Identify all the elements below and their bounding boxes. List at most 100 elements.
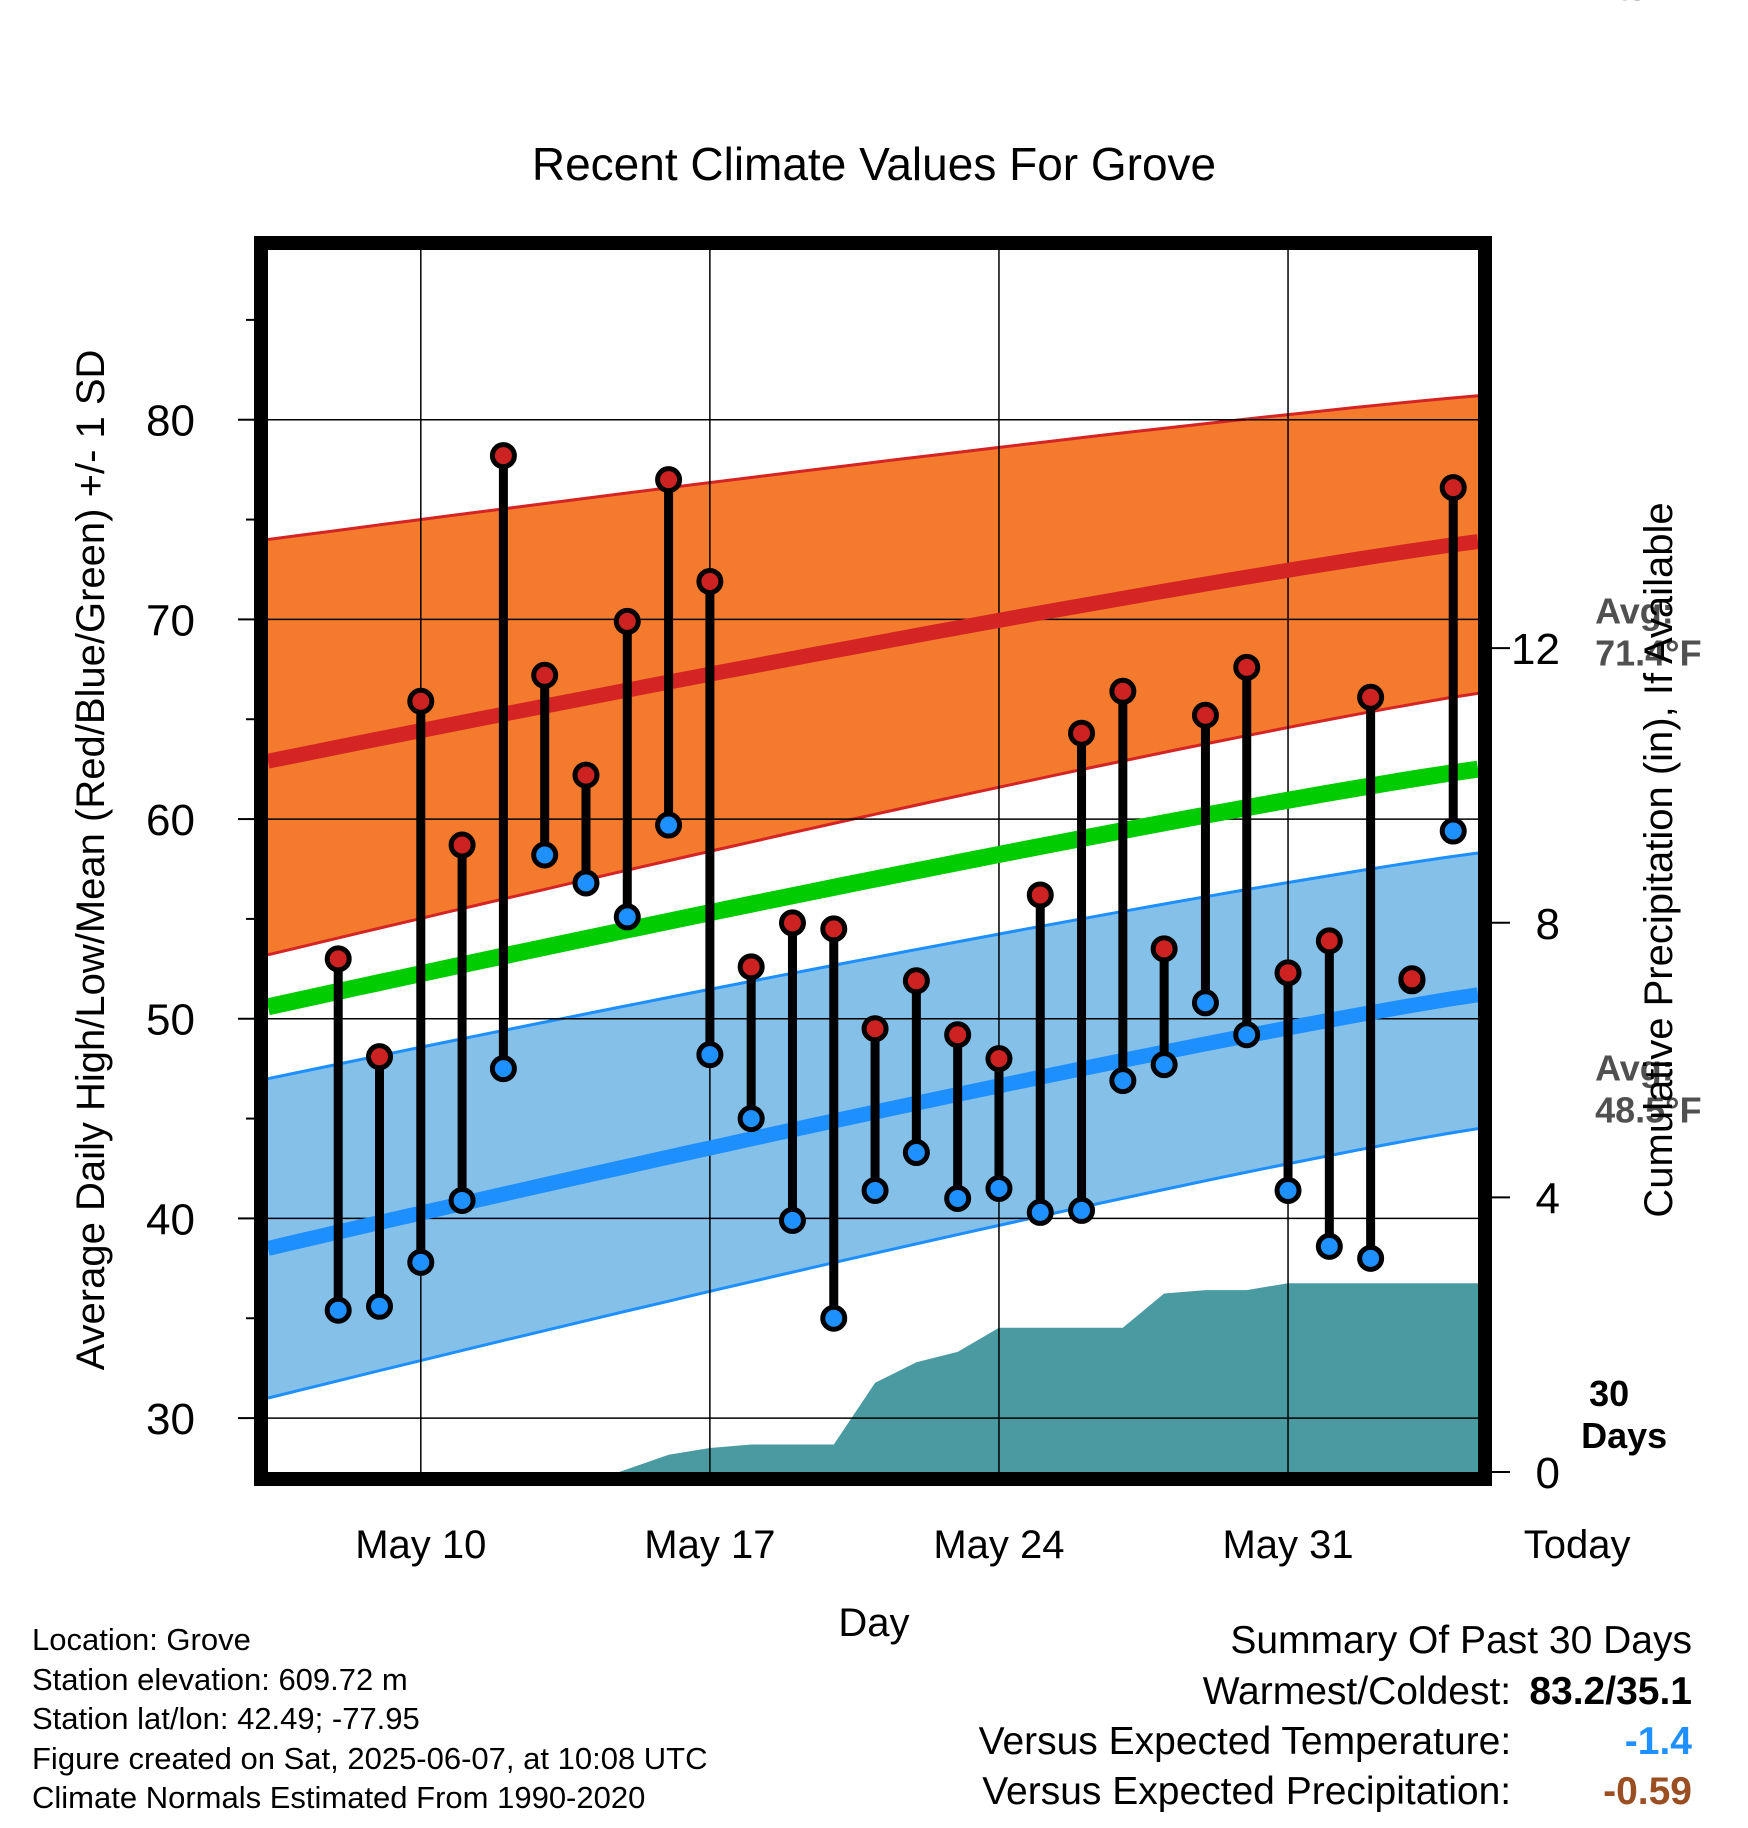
summary-precip: Versus Expected Precipitation: -0.59 — [979, 1767, 1692, 1817]
daily-high-point — [1026, 881, 1054, 909]
y-tick-label: 60 — [146, 796, 195, 845]
daily-high-point — [944, 1021, 972, 1049]
daily-low-point — [1525, 784, 1547, 806]
daily-high-point — [489, 442, 517, 470]
plot-area — [268, 250, 1591, 1472]
daily-high-point — [572, 761, 600, 789]
x-tick-label: Today — [1524, 1523, 1631, 1567]
daily-high-point — [902, 967, 930, 995]
daily-low-point — [489, 1055, 517, 1083]
daily-low-point — [1026, 1198, 1054, 1226]
summary-warm-cold-label: Warmest/Coldest: — [1202, 1670, 1512, 1713]
y-tick-label: 30 — [146, 1395, 195, 1444]
daily-high-point — [737, 953, 765, 981]
daily-high-point — [448, 831, 476, 859]
daily-low-point — [1233, 1021, 1261, 1049]
high-avg-marker — [1563, 577, 1591, 605]
daily-low-point — [1315, 1232, 1343, 1260]
daily-low-point — [902, 1139, 930, 1167]
daily-high-point — [366, 1043, 394, 1071]
days-word-label: Days — [1581, 1415, 1667, 1456]
daily-high-point — [820, 915, 848, 943]
info-latlon: Station lat/lon: 42.49; -77.95 — [32, 1701, 420, 1736]
daily-high-point — [1566, 688, 1588, 710]
daily-high-point — [1191, 701, 1219, 729]
y-tick-label: 70 — [146, 596, 195, 645]
plot-frame — [254, 236, 1492, 1486]
summary-temp: Versus Expected Temperature: -1.4 — [979, 1717, 1692, 1767]
daily-low-point — [944, 1184, 972, 1212]
daily-high-point — [696, 567, 724, 595]
daily-low-point — [1274, 1176, 1302, 1204]
daily-low-point — [1109, 1067, 1137, 1095]
low-sd-lower-line — [268, 1127, 1478, 1400]
daily-high-point — [861, 1015, 889, 1043]
daily-low-point — [407, 1248, 435, 1276]
daily-high-point — [1439, 474, 1467, 502]
daily-low-point — [985, 1174, 1013, 1202]
low-sd-value: ±7.7°F — [1595, 0, 1701, 8]
daily-high-point — [531, 661, 559, 689]
y-tick-label: 80 — [146, 397, 195, 446]
summary-temp-value: -1.4 — [1624, 1720, 1692, 1763]
daily-low-point — [1566, 810, 1588, 832]
x-tick-label: May 31 — [1222, 1523, 1353, 1567]
daily-high-point — [613, 607, 641, 635]
info-normals: Climate Normals Estimated From 1990-2020 — [32, 1780, 646, 1815]
daily-low-point — [737, 1105, 765, 1133]
low-avg-label: Avg: — [1595, 1048, 1674, 1089]
low-avg-value: 48.5°F — [1595, 1090, 1701, 1131]
x-tick-label: May 17 — [644, 1523, 775, 1567]
daily-high-point — [1315, 927, 1343, 955]
daily-high-point — [1357, 683, 1385, 711]
y-tick-label: 40 — [146, 1195, 195, 1244]
daily-low-point — [613, 903, 641, 931]
daily-low-point — [572, 869, 600, 897]
daily-high-point — [1109, 677, 1137, 705]
high-sd-value: ±8.4°F — [1595, 0, 1701, 8]
info-elevation: Station elevation: 609.72 m — [32, 1661, 408, 1697]
low-sd-label: 1 SD: — [1595, 0, 1687, 8]
days-count-label: 30 — [1589, 1373, 1629, 1414]
daily-low-point — [1357, 1244, 1385, 1272]
daily-high-point — [1233, 653, 1261, 681]
station-info: Location: Grove Station elevation: 609.7… — [32, 1620, 708, 1818]
info-created: Figure created on Sat, 2025-06-07, at 10… — [32, 1740, 708, 1776]
daily-high-point — [1068, 719, 1096, 747]
daily-low-point — [820, 1304, 848, 1332]
daily-high-point — [1525, 441, 1547, 463]
precip-area — [532, 1283, 1478, 1472]
daily-low-point — [324, 1296, 352, 1324]
daily-low-point — [448, 1186, 476, 1214]
daily-high-point — [324, 945, 352, 973]
info-location: Location: Grove — [32, 1622, 251, 1657]
daily-low-point — [1150, 1051, 1178, 1079]
daily-low-point — [778, 1206, 806, 1234]
y2-tick-label: 12 — [1511, 625, 1560, 674]
summary-heading: Summary Of Past 30 Days — [1230, 1619, 1692, 1662]
summary-warm-cold-value: 83.2/35.1 — [1529, 1670, 1692, 1713]
daily-high-point — [407, 687, 435, 715]
summary-precip-value: -0.59 — [1603, 1770, 1692, 1813]
daily-low-point — [531, 841, 559, 869]
daily-low-point — [696, 1041, 724, 1069]
normal-mean-line — [268, 760, 1478, 1016]
low-avg-marker — [1563, 1035, 1591, 1063]
summary-warm-cold: Warmest/Coldest: 83.2/35.1 — [979, 1667, 1692, 1717]
summary-precip-label: Versus Expected Precipitation: — [982, 1770, 1512, 1813]
daily-high-point — [1274, 959, 1302, 987]
y-tick-label: 50 — [146, 996, 195, 1045]
high-avg-value: 71.4°F — [1595, 632, 1701, 673]
daily-low-point — [366, 1292, 394, 1320]
high-sd-label: 1 SD: — [1595, 0, 1687, 8]
y-axis-label: Average Daily High/Low/Mean (Red/Blue/Gr… — [69, 350, 113, 1371]
daily-high-point — [1150, 935, 1178, 963]
daily-high-point — [778, 909, 806, 937]
daily-high-point — [985, 1045, 1013, 1073]
daily-low-point — [1068, 1196, 1096, 1224]
summary-panel: Summary Of Past 30 Days Warmest/Coldest:… — [979, 1615, 1692, 1817]
high-sd-lower-line — [268, 691, 1478, 957]
x-tick-label: May 24 — [933, 1523, 1064, 1567]
y2-tick-label: 4 — [1536, 1174, 1560, 1223]
